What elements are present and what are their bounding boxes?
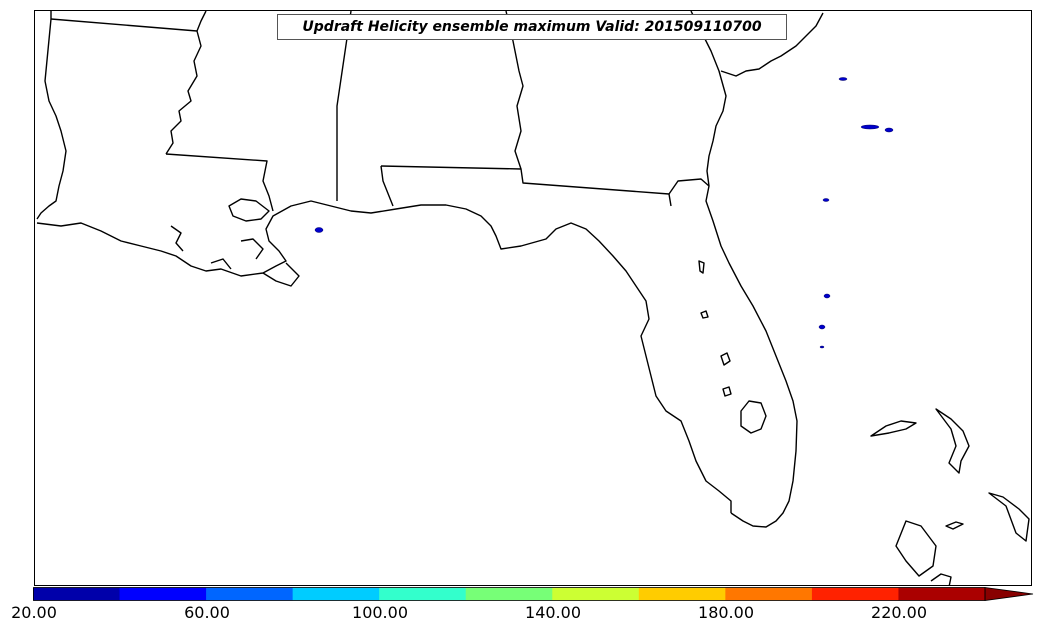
colorbar-segment [552, 587, 640, 601]
al-south-edge [380, 165, 394, 207]
helicity-feature [818, 324, 826, 330]
colorbar-segment [898, 587, 986, 601]
helicity-feature [314, 227, 324, 233]
river-border-ms [165, 11, 207, 155]
state-border-la-ar [50, 18, 198, 32]
helicity-feature [860, 124, 880, 130]
colorbar-segment [119, 587, 207, 601]
colorbar-segment [33, 587, 121, 601]
colorbar-segment [638, 587, 726, 601]
bahamas-5 [988, 492, 1030, 542]
state-border-al-fl [380, 165, 672, 207]
colorbar-segment [379, 587, 467, 601]
state-border-ms-al [336, 11, 352, 201]
colorbar [33, 587, 1034, 601]
lake-pontchartrain [228, 198, 270, 222]
bahamas-1 [870, 420, 917, 437]
state-border-ga-fl [668, 178, 710, 195]
bahamas-4 [945, 521, 964, 530]
atlantic-coast-north [690, 11, 798, 528]
colorbar-segment [811, 587, 899, 601]
colorbar-outline [33, 587, 986, 601]
colorbar-tick-label: 220.00 [871, 603, 927, 622]
atlantic-coast-top [720, 12, 824, 77]
helicity-feature [884, 127, 894, 133]
colorbar-extend-arrow [984, 587, 1034, 601]
gulf-coast [36, 200, 732, 513]
colorbar-segment [206, 587, 294, 601]
bahamas-6 [930, 573, 952, 585]
bahamas-2 [935, 408, 970, 474]
lake-okeechobee [740, 400, 767, 434]
helicity-feature [822, 198, 830, 202]
colorbar-tick-label: 20.00 [11, 603, 57, 622]
colorbar-tick-label: 180.00 [698, 603, 754, 622]
helicity-feature [823, 293, 831, 299]
state-border-la-ms [165, 153, 274, 212]
bahamas-3 [895, 520, 937, 577]
helicity-feature [838, 77, 848, 81]
colorbar-segment [725, 587, 813, 601]
colorbar-tick-label: 60.00 [184, 603, 230, 622]
colorbar-tick-label: 140.00 [525, 603, 581, 622]
helicity-feature [819, 345, 825, 349]
fl-lake-1 [720, 352, 731, 366]
fl-lake-2 [722, 386, 732, 397]
fl-lake-4 [698, 260, 705, 274]
colorbar-tick-label: 100.00 [352, 603, 408, 622]
map-canvas [36, 11, 1030, 585]
map-title: Updraft Helicity ensemble maximum Valid:… [277, 14, 787, 40]
colorbar-segment [465, 587, 553, 601]
state-border-tx-la [36, 11, 67, 220]
la-delta [170, 225, 300, 287]
state-border-ga-al [505, 11, 524, 170]
map-frame [34, 10, 1032, 586]
fl-lake-3 [700, 310, 709, 319]
colorbar-segment [292, 587, 380, 601]
